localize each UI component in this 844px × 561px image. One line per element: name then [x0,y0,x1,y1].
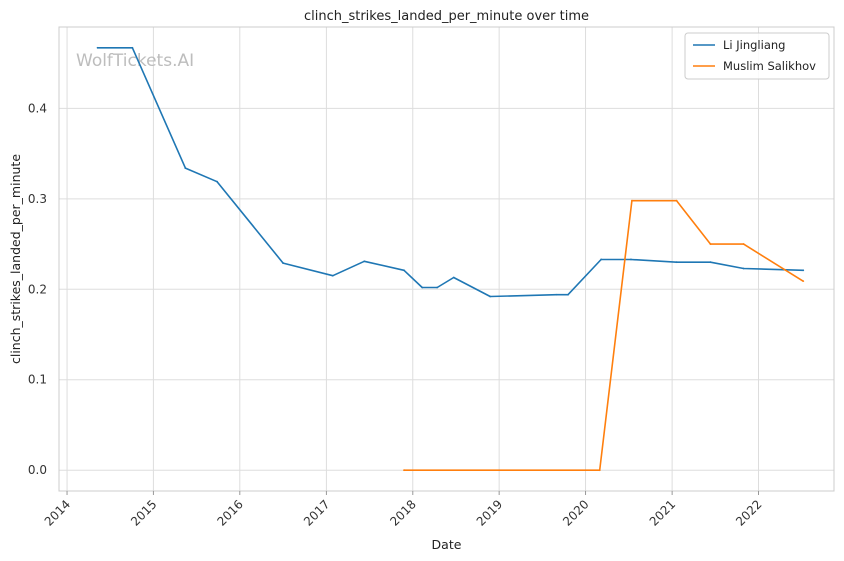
legend-label: Li Jingliang [723,38,785,52]
y-axis-ticks: 0.0 0.1 0.2 0.3 0.4 [28,101,47,477]
data-point [675,261,678,264]
data-point [709,261,712,264]
y-tick-label: 0.4 [28,101,47,115]
data-point [363,260,366,263]
data-point [742,267,745,270]
data-point [598,469,601,472]
legend-box [684,32,830,80]
data-point [802,269,805,272]
data-point [421,286,424,289]
legend: Li Jingliang Muslim Salikhov [684,32,830,80]
data-point [630,258,632,261]
data-point [802,280,805,283]
chart-title: clinch_strikes_landed_per_minute over ti… [304,9,589,24]
data-point [403,469,405,472]
data-point [631,199,633,202]
data-point [567,293,569,296]
plot-frame [58,26,835,492]
watermark: WolfTickets.AI [76,51,194,71]
series-line-0 [97,47,804,298]
data-point [131,46,134,49]
legend-label: Muslim Salikhov [723,59,816,73]
data-point [96,46,99,49]
data-point [436,286,439,289]
y-tick-label: 0.3 [28,192,47,206]
data-point [403,269,405,272]
x-axis-label: Date [432,537,462,552]
data-point [184,167,187,169]
data-point [600,258,603,261]
y-axis-label: clinch_strikes_landed_per_minute [8,154,23,364]
y-tick-label: 0.2 [28,282,47,296]
data-point [331,274,334,277]
y-tick-label: 0.1 [28,373,47,387]
data-point [742,243,745,245]
y-tick-label: 0.0 [28,463,47,477]
data-point [709,243,712,245]
data-point [555,293,558,296]
data-point [452,276,455,279]
grid [59,27,834,491]
data-point [282,262,284,264]
data-point [216,180,218,183]
series-layer [96,46,805,472]
data-point [489,295,492,298]
data-point [675,199,678,202]
